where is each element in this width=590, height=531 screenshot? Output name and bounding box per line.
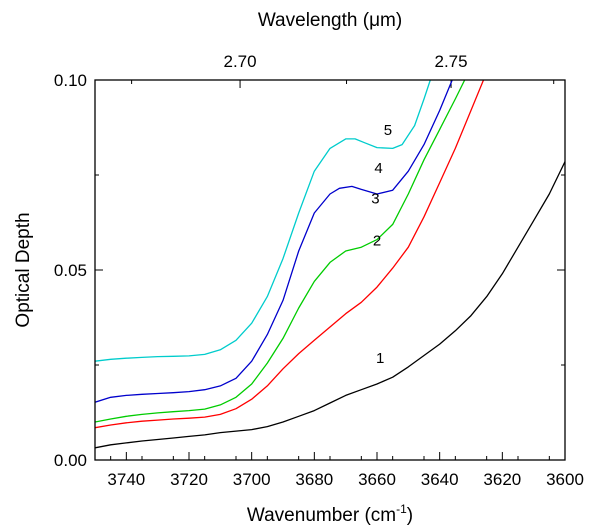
x-tick-label: 3740: [107, 470, 145, 489]
series-line-1: [95, 161, 565, 449]
x-tick-label: 3640: [421, 470, 459, 489]
plot-frame: [94, 79, 566, 461]
series-label-3: 3: [371, 191, 379, 208]
ticks-layer: 3740 3720 3700 3680 3660 3640 3620 3600 0.00 0.05…: [54, 52, 584, 489]
series-labels-layer: 1 2 3 4 5: [371, 122, 392, 367]
y-tick-label: 0.00: [54, 451, 87, 470]
series-label-1: 1: [376, 350, 384, 367]
series-line-2: [95, 80, 485, 429]
x-tick-label: 3720: [170, 470, 208, 489]
top-tick-label: 2.75: [435, 52, 468, 71]
y-axis-title: Optical Depth: [13, 212, 34, 327]
y-tick-label: 0.10: [54, 71, 87, 90]
x-axis-title-superscript: -1: [396, 502, 407, 516]
x-tick-label: 3660: [358, 470, 396, 489]
x-tick-label: 3680: [295, 470, 333, 489]
x-axis-title: Wavenumber (cm-1): [247, 502, 413, 526]
x-tick-label: 3700: [233, 470, 271, 489]
x-axis-title-main: Wavenumber (cm: [247, 505, 396, 526]
top-axis-title: Wavelength (μm): [258, 10, 402, 31]
series-label-4: 4: [374, 160, 382, 177]
series-label-5: 5: [384, 122, 392, 139]
series-line-3: [95, 80, 466, 423]
x-tick-label: 3620: [483, 470, 521, 489]
series-line-4: [95, 80, 453, 403]
x-axis-title-close: ): [407, 505, 413, 526]
y-tick-label: 0.05: [54, 261, 87, 280]
series-label-2: 2: [373, 232, 381, 249]
top-tick-label: 2.70: [224, 52, 257, 71]
series-line-5: [95, 80, 431, 362]
series-layer: [95, 80, 565, 449]
x-tick-label: 3600: [546, 470, 584, 489]
